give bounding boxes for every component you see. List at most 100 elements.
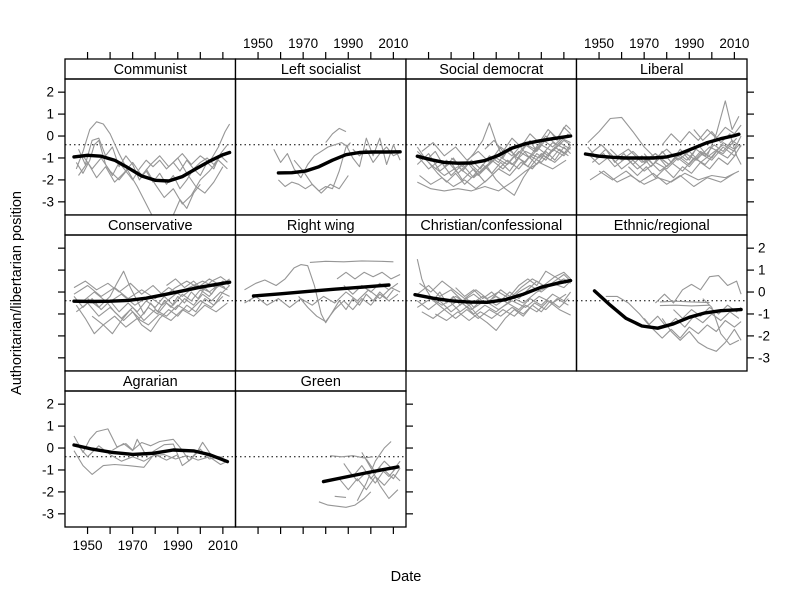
panel-border	[575, 234, 748, 372]
party-series-line	[484, 124, 571, 152]
party-series-line	[702, 298, 740, 346]
panel-data	[65, 270, 236, 335]
party-series-line	[343, 282, 399, 295]
party-series-line	[334, 495, 347, 498]
svg-text:2010: 2010	[378, 36, 408, 51]
party-series-line	[693, 129, 742, 165]
axis-ticks	[58, 247, 65, 359]
party-series-line	[356, 441, 392, 501]
party-series-line	[605, 295, 740, 328]
panel-data	[235, 127, 406, 194]
axis-tick-labels: 2 1 0 -1 -2 -3	[758, 241, 770, 366]
party-series-line	[659, 304, 710, 307]
party-series-line	[172, 123, 231, 166]
party-series-line	[166, 276, 230, 291]
svg-text:1: 1	[46, 419, 54, 434]
party-series-line	[416, 142, 567, 179]
party-series-line	[643, 100, 740, 166]
trend-line	[251, 283, 391, 298]
party-series-line	[330, 455, 374, 459]
party-series-line	[78, 155, 224, 194]
party-series-line	[73, 428, 223, 462]
party-series-line	[336, 271, 401, 280]
party-series-line	[145, 159, 228, 205]
panel-data	[576, 100, 747, 188]
party-series-line	[421, 133, 569, 163]
party-series-line	[598, 170, 735, 188]
panel-data	[406, 258, 577, 331]
svg-text:1950: 1950	[243, 36, 273, 51]
svg-text:-1: -1	[42, 462, 54, 477]
panel-data	[65, 428, 236, 475]
panel-green: Green	[234, 370, 413, 534]
svg-text:1: 1	[46, 107, 54, 122]
axis-ticks	[747, 247, 754, 359]
panel-strip-label: Left socialist	[281, 62, 361, 78]
party-series-line	[75, 443, 179, 462]
svg-text:0: 0	[758, 285, 766, 300]
party-series-line	[628, 153, 738, 179]
axis-ticks	[58, 52, 224, 203]
party-series-line	[655, 275, 742, 304]
svg-text:1990: 1990	[333, 36, 363, 51]
trend-line	[72, 443, 230, 464]
svg-text:-1: -1	[758, 306, 770, 321]
party-series-line	[73, 280, 230, 300]
panel-border	[575, 78, 748, 216]
svg-text:1990: 1990	[163, 538, 193, 553]
svg-text:-3: -3	[758, 350, 770, 365]
svg-text:-2: -2	[42, 484, 54, 499]
trend-line	[321, 465, 400, 484]
party-series-line	[77, 137, 228, 190]
svg-text:-3: -3	[42, 506, 54, 521]
axis-ticks	[257, 52, 394, 59]
party-series-line	[75, 296, 224, 322]
panel-right-wing: Right wing	[234, 214, 407, 372]
svg-text:0: 0	[46, 441, 54, 456]
y-axis-title: Authoritarian/libertarian position	[9, 191, 25, 395]
party-series-line	[347, 467, 401, 484]
panel-border	[234, 78, 407, 216]
trend-line	[276, 150, 402, 175]
panel-data	[406, 122, 577, 196]
trend-line	[415, 134, 573, 165]
panel-data	[235, 441, 406, 508]
party-series-line	[318, 491, 372, 508]
x-axis-title: Date	[390, 569, 422, 585]
panel-strip-label: Agrarian	[123, 374, 178, 390]
party-series-line	[643, 318, 742, 339]
party-series-line	[325, 127, 347, 143]
svg-text:-3: -3	[42, 194, 54, 209]
svg-text:2010: 2010	[208, 538, 238, 553]
party-series-line	[589, 170, 740, 185]
party-series-line	[661, 124, 742, 146]
panel-liberal: Liberal 1950 1970 1990 2010	[575, 36, 754, 216]
panel-strip-label: Conservative	[108, 218, 193, 234]
axis-ticks	[598, 52, 754, 203]
trend-line	[592, 289, 743, 330]
party-series-line	[75, 121, 201, 215]
trend-line	[583, 132, 741, 160]
svg-text:1970: 1970	[118, 538, 148, 553]
panel-strip-label: Liberal	[640, 62, 684, 78]
party-series-line	[273, 142, 349, 179]
svg-text:1990: 1990	[674, 36, 704, 51]
party-series-line	[417, 159, 567, 192]
party-series-line	[416, 293, 567, 311]
svg-text:2010: 2010	[719, 36, 749, 51]
party-series-line	[435, 300, 571, 322]
svg-text:-1: -1	[42, 150, 54, 165]
svg-text:1: 1	[758, 263, 766, 278]
panel-strip-label: Right wing	[287, 218, 355, 234]
panel-strip-label: Communist	[114, 62, 187, 78]
svg-text:-2: -2	[42, 172, 54, 187]
party-series-line	[105, 285, 230, 333]
panel-left-socialist: Left socialist 1950 1970 1990 2010	[234, 36, 408, 216]
svg-text:0: 0	[46, 129, 54, 144]
panel-communist: Communist 2 1 0 -1 -2 -3	[42, 52, 237, 216]
axis-ticks	[58, 403, 224, 534]
party-series-line	[73, 284, 228, 313]
trend-line	[72, 150, 232, 183]
panel-strip-label: Green	[301, 374, 341, 390]
